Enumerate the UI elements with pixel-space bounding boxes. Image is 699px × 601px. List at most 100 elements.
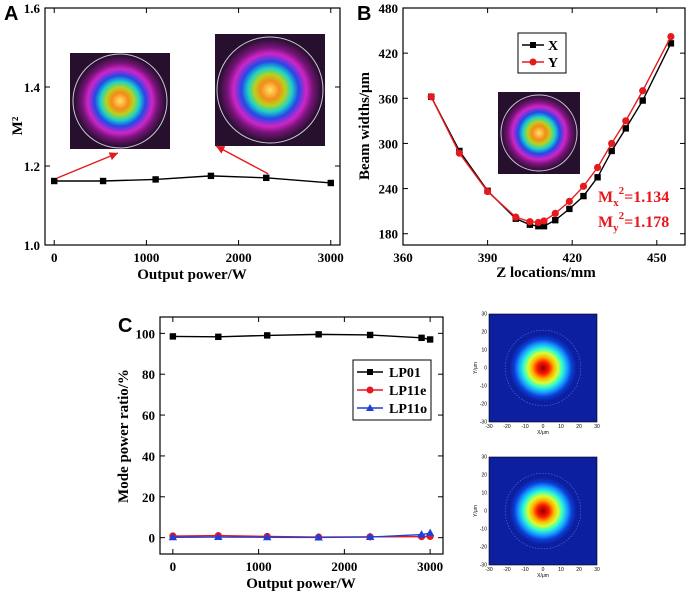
data-point-lp01 <box>169 333 177 340</box>
beam-profile-inset-b <box>498 92 580 174</box>
mode-x-tick-label: 10 <box>558 424 564 430</box>
beam-profile-inset-low <box>70 53 170 149</box>
data-point-x <box>552 216 559 224</box>
plot-frame-b <box>402 7 686 246</box>
legend-b: X Y <box>517 32 567 74</box>
legend-label-lp01: LP01 <box>389 366 421 381</box>
x-tick-label: 0 <box>51 250 58 265</box>
panel-letter-a: A <box>4 3 18 25</box>
data-point-lp01 <box>418 334 425 342</box>
plot-frame-c <box>159 316 444 555</box>
y-tick-label: 1.0 <box>24 238 40 253</box>
data-point-y <box>526 218 534 226</box>
data-point-m <box>207 172 215 180</box>
data-point-lp01 <box>315 331 322 338</box>
y-tick-label: 40 <box>142 449 155 464</box>
data-point-m <box>99 177 107 185</box>
x-tick-label: 1000 <box>246 559 272 574</box>
legend-marker-y <box>529 58 537 66</box>
mode-field-contour <box>504 329 582 407</box>
mode-x-tick-label: -10 <box>521 424 528 430</box>
y-tick-label: 100 <box>136 326 156 341</box>
data-point-y <box>579 182 588 190</box>
data-point-y <box>639 87 647 95</box>
y-tick-label: 300 <box>379 136 399 151</box>
mode-x-tick-label: 30 <box>594 424 600 430</box>
x-tick-label: 450 <box>647 250 667 265</box>
legend-label-x: X <box>548 39 558 54</box>
annotation-my2: My2=1.178 <box>598 210 669 234</box>
data-point-x <box>608 147 615 155</box>
data-point-y <box>484 187 492 196</box>
mode-x-tick-label: -30 <box>485 567 492 573</box>
data-point-lp01 <box>263 332 271 339</box>
chart-panel-b: 360 390 420 450 180 240 300 360 420 480 Z locatio… <box>357 1 686 281</box>
mode-x-axis-label: X/μm <box>537 430 549 436</box>
mode-x-tick-label: 20 <box>576 424 582 430</box>
data-point-x <box>622 125 629 132</box>
series-line-m <box>54 175 331 184</box>
y-tick-label: 180 <box>379 227 399 242</box>
data-point-y <box>427 93 435 101</box>
data-point-lp01 <box>215 333 222 341</box>
y-tick-label: 480 <box>379 1 399 16</box>
mode-x-tick-label: -10 <box>521 567 528 573</box>
legend-label-y: Y <box>548 56 558 71</box>
y-tick-label: 1.6 <box>24 1 41 16</box>
data-point-y <box>622 117 630 125</box>
mode-y-tick-label: -30 <box>480 563 487 569</box>
x-axis-label-c: Output power/W <box>246 576 356 592</box>
data-point-m <box>263 174 270 182</box>
y-tick-label: 80 <box>142 367 155 382</box>
y-tick-label: 240 <box>379 182 399 197</box>
mode-y-tick-label: 0 <box>484 366 487 372</box>
legend-marker-lp01 <box>367 369 373 375</box>
y-tick-label: 360 <box>379 91 399 106</box>
data-point-x <box>580 192 587 200</box>
mode-x-axis-label: X/μm <box>537 573 549 579</box>
x-axis-label-a: Output power/W <box>137 267 247 283</box>
mode-y-axis-label: Y/μm <box>473 505 479 517</box>
mode-y-tick-label: 20 <box>481 473 487 479</box>
data-point-lp11o <box>365 532 375 541</box>
data-point-y <box>551 209 559 217</box>
data-point-x <box>594 174 601 181</box>
mode-y-tick-label: 0 <box>484 509 487 515</box>
legend-marker-lp11o <box>366 404 374 411</box>
x-tick-label: 420 <box>562 250 582 265</box>
mode-x-tick-label: 30 <box>594 567 600 573</box>
legend-marker-x <box>530 42 536 48</box>
mode-x-tick-label: -20 <box>503 567 510 573</box>
mode-y-tick-label: 30 <box>481 455 487 461</box>
y-tick-label: 1.4 <box>24 80 41 95</box>
legend-label-lp11e: LP11e <box>389 384 426 399</box>
mode-x-tick-label: 0 <box>542 424 545 430</box>
mode-x-tick-label: -20 <box>503 424 510 430</box>
mode-y-tick-label: 20 <box>481 330 487 336</box>
mode-y-tick-label: -10 <box>480 384 487 390</box>
series-line-lp01 <box>172 333 431 341</box>
x-tick-label: 360 <box>393 250 413 265</box>
data-point-m <box>327 179 334 187</box>
mode-y-tick-label: -20 <box>480 545 487 551</box>
y-axis-label-c: Mode power ratio/% <box>116 369 132 503</box>
data-point-y <box>667 32 675 41</box>
y-axis-label-b: Beam widths/μm <box>357 71 373 180</box>
x-axis-label-b: Z locations/mm <box>496 265 596 281</box>
x-tick-label: 2000 <box>331 559 357 574</box>
panel-letter-c: C <box>118 315 132 337</box>
data-point-lp11o <box>417 530 426 538</box>
plot-frame-a <box>44 7 341 246</box>
data-point-lp11o <box>168 532 178 541</box>
beam-profile-inset-high <box>215 34 325 146</box>
data-point-x <box>566 205 573 213</box>
y-axis-label-a: M² <box>10 116 26 135</box>
x-tick-label: 2000 <box>226 250 252 265</box>
mode-x-tick-label: 0 <box>542 567 545 573</box>
legend-c: LP01 LP11e LP11o <box>352 359 432 421</box>
x-tick-label: 3000 <box>318 250 344 265</box>
data-point-lp11o <box>314 532 323 541</box>
mode-field-spot <box>509 334 577 402</box>
data-point-lp01 <box>426 336 434 343</box>
